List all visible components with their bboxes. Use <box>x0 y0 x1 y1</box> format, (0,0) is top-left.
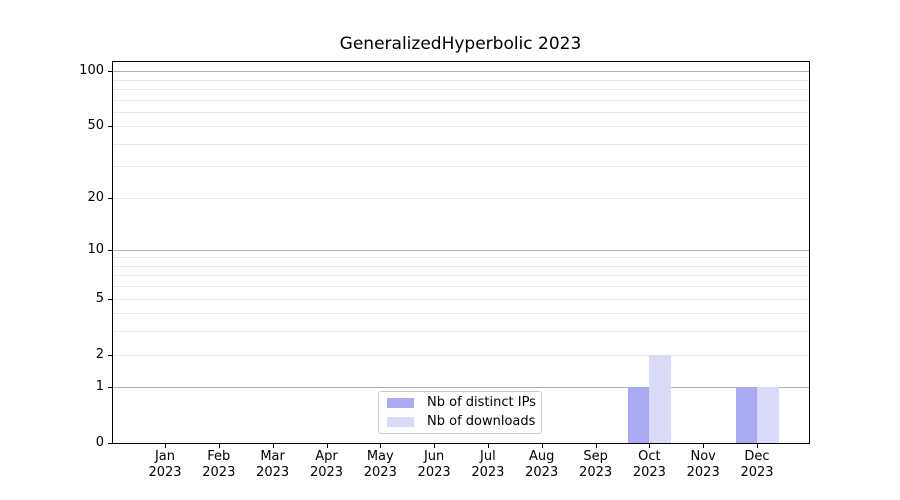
chart-title: GeneralizedHyperbolic 2023 <box>339 34 582 54</box>
x-tick-label-dec: Dec 2023 <box>740 449 774 480</box>
y-tick-label: 1 <box>95 379 104 395</box>
y-tick-label: 50 <box>87 118 104 134</box>
downloads-swatch <box>387 417 414 427</box>
x-tick-label-jul: Jul 2023 <box>471 449 505 480</box>
x-tick-mark <box>218 444 220 448</box>
distinct-ips-swatch <box>387 398 414 408</box>
y-tick-label: 20 <box>87 189 104 205</box>
y-tick-mark <box>108 126 112 128</box>
major-gridline <box>113 387 809 389</box>
x-tick-label-mar: Mar 2023 <box>256 449 290 480</box>
x-tick-mark <box>272 444 274 448</box>
legend-item-distinct-ips: Nb of distinct IPs <box>387 395 541 411</box>
x-tick-mark <box>649 444 651 448</box>
bar-oct-distinct-ips <box>627 387 650 443</box>
x-tick-label-nov: Nov 2023 <box>686 449 720 480</box>
x-tick-label-may: May 2023 <box>363 449 397 480</box>
x-tick-label-sep: Sep 2023 <box>579 449 613 480</box>
minor-gridline <box>113 79 809 81</box>
x-tick-label-jun: Jun 2023 <box>417 449 451 480</box>
y-tick-label: 2 <box>95 346 104 362</box>
bar-oct-downloads <box>649 354 671 443</box>
minor-gridline <box>113 265 809 267</box>
x-tick-mark <box>595 444 597 448</box>
x-tick-mark <box>487 444 489 448</box>
minor-gridline <box>113 257 809 259</box>
y-tick-mark <box>108 387 112 389</box>
bar-dec-downloads <box>757 387 779 443</box>
y-tick-label: 0 <box>95 435 104 450</box>
minor-gridline <box>113 313 809 315</box>
x-tick-label-aug: Aug 2023 <box>525 449 559 480</box>
y-tick-label: 10 <box>87 241 104 257</box>
y-tick-mark <box>108 71 112 72</box>
x-tick-mark <box>380 444 382 448</box>
x-tick-mark <box>165 444 166 448</box>
x-tick-mark <box>326 444 328 448</box>
legend: Nb of distinct IPs Nb of downloads <box>378 391 542 434</box>
minor-gridline <box>113 286 809 288</box>
x-tick-label-oct: Oct 2023 <box>632 449 666 480</box>
x-tick-mark <box>703 444 705 448</box>
minor-gridline <box>113 298 809 300</box>
y-tick-label: 100 <box>79 63 104 78</box>
y-tick-mark <box>108 298 112 300</box>
minor-gridline <box>113 331 809 333</box>
x-tick-label-jan: Jan 2023 <box>148 449 182 480</box>
legend-item-downloads: Nb of downloads <box>387 414 541 430</box>
legend-label-downloads: Nb of downloads <box>427 414 536 429</box>
y-tick-mark <box>108 249 112 251</box>
bar-dec-distinct-ips <box>735 387 757 443</box>
x-tick-label-feb: Feb 2023 <box>202 449 236 480</box>
minor-gridline <box>113 88 809 90</box>
plot-area <box>112 61 810 444</box>
minor-gridline <box>113 197 809 199</box>
minor-gridline <box>113 126 809 128</box>
x-tick-mark <box>757 444 758 448</box>
minor-gridline <box>113 166 809 168</box>
legend-label-distinct-ips: Nb of distinct IPs <box>427 395 536 410</box>
y-tick-mark <box>108 197 112 199</box>
minor-gridline <box>113 99 809 101</box>
x-tick-mark <box>434 444 436 448</box>
y-tick-mark <box>108 354 112 356</box>
minor-gridline <box>113 354 809 356</box>
major-gridline <box>113 249 809 251</box>
minor-gridline <box>113 143 809 145</box>
x-tick-label-apr: Apr 2023 <box>309 449 344 480</box>
minor-gridline <box>113 275 809 277</box>
y-tick-mark <box>108 443 112 444</box>
minor-gridline <box>113 111 809 113</box>
x-tick-mark <box>541 444 543 448</box>
y-tick-label: 5 <box>95 290 104 306</box>
major-gridline <box>113 71 809 72</box>
